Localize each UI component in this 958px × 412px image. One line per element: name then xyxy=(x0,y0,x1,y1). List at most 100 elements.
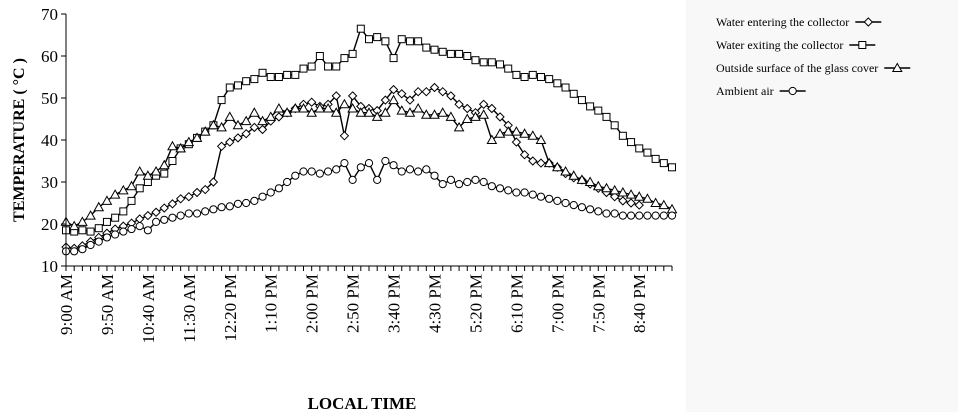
square-marker xyxy=(455,49,464,58)
square-marker xyxy=(168,157,177,165)
square-marker xyxy=(225,83,234,92)
triangle-marker xyxy=(339,98,350,109)
triangle-marker xyxy=(494,128,506,138)
diamond-marker xyxy=(143,210,153,221)
triangle-marker xyxy=(560,165,571,176)
triangle-marker xyxy=(535,134,547,144)
triangle-marker xyxy=(445,111,457,121)
triangle-marker xyxy=(232,119,244,130)
square-marker xyxy=(291,70,300,79)
diamond-marker xyxy=(462,103,472,114)
triangle-marker xyxy=(625,189,637,199)
circle-marker xyxy=(520,188,529,197)
triangle-marker xyxy=(208,119,219,130)
triangle-marker xyxy=(289,102,301,113)
square-marker xyxy=(94,224,103,233)
circle-marker xyxy=(299,167,308,176)
square-marker xyxy=(340,54,349,63)
diamond-marker xyxy=(347,91,358,101)
triangle-marker xyxy=(183,136,195,147)
square-marker xyxy=(373,33,382,42)
circle-marker xyxy=(102,233,112,242)
circle-marker xyxy=(479,177,488,187)
circle-marker xyxy=(788,86,797,96)
square-marker xyxy=(324,62,333,71)
triangle-marker xyxy=(68,220,80,231)
circle-marker xyxy=(323,167,333,176)
square-marker xyxy=(274,73,283,81)
x-tick-label: 5:20 PM xyxy=(466,274,485,333)
circle-marker xyxy=(438,180,447,189)
triangle-marker xyxy=(609,184,621,195)
triangle-marker xyxy=(265,111,277,121)
circle-marker xyxy=(283,177,292,187)
triangle-marker xyxy=(142,170,154,180)
circle-marker xyxy=(545,194,554,203)
diamond-marker xyxy=(429,82,440,93)
circle-marker xyxy=(160,215,169,224)
triangle-marker xyxy=(592,180,604,191)
triangle-marker xyxy=(453,121,465,132)
square-marker xyxy=(463,52,472,60)
circle-marker xyxy=(184,209,193,218)
diamond-marker xyxy=(446,91,456,101)
y-tick-label: 50 xyxy=(41,89,58,108)
circle-marker xyxy=(143,226,152,235)
diamond-marker xyxy=(511,137,522,147)
circle-marker xyxy=(528,190,537,199)
circle-marker xyxy=(364,159,374,168)
diamond-marker xyxy=(159,203,169,213)
circle-marker xyxy=(258,192,267,201)
square-marker xyxy=(127,196,136,205)
circle-marker xyxy=(119,227,128,236)
triangle-marker xyxy=(576,174,588,184)
circle-marker xyxy=(389,161,398,170)
square-marker xyxy=(651,154,660,163)
circle-marker xyxy=(512,188,521,197)
circle-marker xyxy=(504,186,513,195)
diamond-marker xyxy=(331,91,341,101)
diamond-marker xyxy=(184,191,194,202)
triangle-marker xyxy=(281,107,293,117)
diamond-marker xyxy=(495,112,505,122)
triangle-marker xyxy=(584,176,596,186)
y-axis-label: TEMPERATURE ( °C ) xyxy=(11,58,28,222)
square-marker xyxy=(553,79,562,88)
triangle-marker xyxy=(470,111,481,121)
diamond-marker xyxy=(241,128,251,139)
circle-marker xyxy=(127,224,136,234)
triangle-marker xyxy=(371,111,383,121)
triangle-marker xyxy=(191,132,203,142)
diamond-marker xyxy=(618,196,628,206)
series-circle xyxy=(61,156,677,256)
square-marker xyxy=(512,70,521,79)
square-marker xyxy=(233,81,242,90)
square-marker xyxy=(119,207,128,216)
diamond-marker xyxy=(151,207,161,217)
square-marker xyxy=(414,37,423,46)
circle-marker xyxy=(586,205,595,214)
triangle-marker xyxy=(502,126,514,136)
triangle-marker xyxy=(551,161,563,172)
triangle-marker xyxy=(519,128,530,138)
square-marker xyxy=(365,35,373,44)
square-marker xyxy=(577,96,586,105)
x-tick-label: 7:00 PM xyxy=(548,274,567,333)
circle-marker xyxy=(577,203,587,212)
diamond-marker xyxy=(225,137,235,147)
triangle-marker xyxy=(273,102,285,113)
x-tick-label: 2:50 PM xyxy=(344,274,363,333)
diamond-marker xyxy=(380,95,391,105)
circle-marker xyxy=(405,165,415,174)
circle-marker xyxy=(135,222,144,231)
square-marker xyxy=(858,41,867,49)
triangle-marker xyxy=(109,189,121,199)
diamond-marker xyxy=(536,158,546,168)
x-axis-label: LOCAL TIME xyxy=(308,394,417,412)
y-tick-label: 60 xyxy=(41,47,58,66)
triangle-marker xyxy=(158,159,170,170)
diamond-marker xyxy=(413,86,423,97)
square-marker xyxy=(160,169,169,178)
circle-marker xyxy=(414,167,423,176)
circle-marker xyxy=(78,245,87,254)
